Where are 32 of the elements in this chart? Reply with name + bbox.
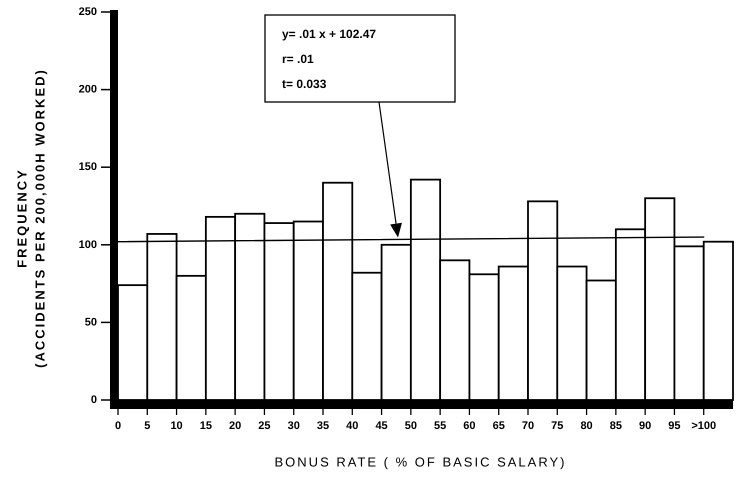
x-tick-label: 90 [639, 420, 652, 432]
y-tick-label: 0 [90, 394, 97, 406]
x-tick-label: 50 [404, 420, 417, 432]
x-tick-label: 0 [114, 420, 122, 432]
x-tick-label: 20 [229, 420, 242, 432]
x-tick-label: 55 [434, 420, 446, 432]
x-tick-label: 35 [316, 420, 330, 432]
x-tick-label: 65 [492, 420, 505, 432]
x-axis-title: BONUS RATE ( % OF BASIC SALARY) [274, 454, 566, 470]
y-tick-label: 250 [78, 6, 97, 18]
annotation: t= 0.033 [282, 77, 327, 91]
x-tick-label: 70 [522, 420, 534, 432]
x-tick-label: 5 [144, 420, 150, 432]
y-tick-label: 50 [84, 316, 97, 328]
x-tick-label: 85 [610, 420, 622, 432]
annotation: r= .01 [282, 52, 314, 66]
x-tick-label: 15 [200, 420, 212, 432]
x-tick-label: 80 [580, 420, 593, 432]
x-tick-label: 95 [668, 420, 681, 432]
x-tick-label: 75 [551, 420, 564, 432]
x-tick-label: 25 [258, 420, 271, 432]
y-tick-label: 100 [78, 238, 97, 251]
x-tick-label: >100 [691, 420, 716, 432]
x-tick-label: 40 [346, 420, 358, 432]
y-axis-title: FREQUENCY (ACCIDENTS PER 200,000H WORKED) [14, 68, 48, 368]
x-tick-label: 60 [463, 420, 476, 432]
y-tick-label: 200 [78, 84, 97, 96]
annotation: y= .01 x + 102.47 [282, 27, 376, 41]
y-tick-label: 150 [78, 161, 97, 174]
x-tick-label: 45 [375, 420, 388, 432]
x-tick-label: 10 [170, 420, 183, 432]
x-tick-label: 30 [288, 420, 300, 432]
